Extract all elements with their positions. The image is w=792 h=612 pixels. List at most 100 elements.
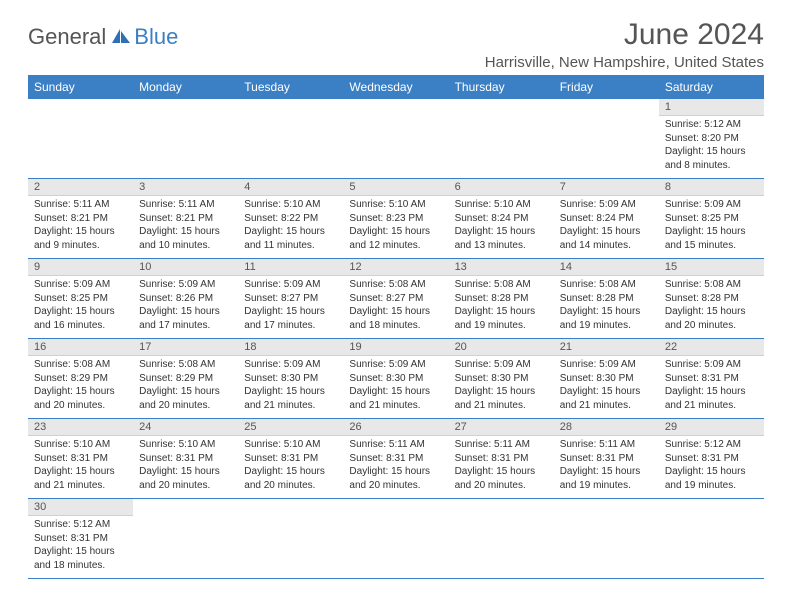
logo-text-blue: Blue [134,24,178,50]
daylight-text: Daylight: 15 hours and 20 minutes. [244,465,337,492]
day-number: 30 [28,499,133,516]
day-body: Sunrise: 5:09 AMSunset: 8:25 PMDaylight:… [659,196,764,258]
daylight-text: Daylight: 15 hours and 21 minutes. [34,465,127,492]
day-number: 20 [449,339,554,356]
sunrise-text: Sunrise: 5:12 AM [665,438,758,452]
day-body: Sunrise: 5:09 AMSunset: 8:27 PMDaylight:… [238,276,343,338]
calendar-cell: 21Sunrise: 5:09 AMSunset: 8:30 PMDayligh… [554,339,659,419]
sunrise-text: Sunrise: 5:10 AM [455,198,548,212]
sunset-text: Sunset: 8:27 PM [349,292,442,306]
daylight-text: Daylight: 15 hours and 20 minutes. [349,465,442,492]
daylight-text: Daylight: 15 hours and 15 minutes. [665,225,758,252]
day-body: Sunrise: 5:08 AMSunset: 8:27 PMDaylight:… [343,276,448,338]
sunset-text: Sunset: 8:29 PM [34,372,127,386]
sunrise-text: Sunrise: 5:11 AM [139,198,232,212]
sunset-text: Sunset: 8:31 PM [455,452,548,466]
calendar-cell: 14Sunrise: 5:08 AMSunset: 8:28 PMDayligh… [554,259,659,339]
calendar-cell: 22Sunrise: 5:09 AMSunset: 8:31 PMDayligh… [659,339,764,419]
sunrise-text: Sunrise: 5:08 AM [34,358,127,372]
day-number: 3 [133,179,238,196]
daylight-text: Daylight: 15 hours and 21 minutes. [244,385,337,412]
sunset-text: Sunset: 8:22 PM [244,212,337,226]
day-number: 6 [449,179,554,196]
day-number: 2 [28,179,133,196]
calendar-cell: 8Sunrise: 5:09 AMSunset: 8:25 PMDaylight… [659,179,764,259]
sunrise-text: Sunrise: 5:09 AM [244,358,337,372]
day-body: Sunrise: 5:08 AMSunset: 8:29 PMDaylight:… [28,356,133,418]
day-body: Sunrise: 5:10 AMSunset: 8:23 PMDaylight:… [343,196,448,258]
day-number: 19 [343,339,448,356]
sunrise-text: Sunrise: 5:09 AM [455,358,548,372]
day-number: 25 [238,419,343,436]
calendar-cell: 2Sunrise: 5:11 AMSunset: 8:21 PMDaylight… [28,179,133,259]
calendar-cell: 20Sunrise: 5:09 AMSunset: 8:30 PMDayligh… [449,339,554,419]
sunrise-text: Sunrise: 5:08 AM [455,278,548,292]
sunset-text: Sunset: 8:30 PM [560,372,653,386]
sunrise-text: Sunrise: 5:12 AM [665,118,758,132]
sunset-text: Sunset: 8:31 PM [349,452,442,466]
sunrise-text: Sunrise: 5:12 AM [34,518,127,532]
sunset-text: Sunset: 8:31 PM [34,452,127,466]
day-body: Sunrise: 5:10 AMSunset: 8:22 PMDaylight:… [238,196,343,258]
sunrise-text: Sunrise: 5:09 AM [139,278,232,292]
calendar-cell: 12Sunrise: 5:08 AMSunset: 8:27 PMDayligh… [343,259,448,339]
daylight-text: Daylight: 15 hours and 17 minutes. [244,305,337,332]
calendar-row: 16Sunrise: 5:08 AMSunset: 8:29 PMDayligh… [28,339,764,419]
calendar-cell: 28Sunrise: 5:11 AMSunset: 8:31 PMDayligh… [554,419,659,499]
location: Harrisville, New Hampshire, United State… [485,54,764,71]
day-body: Sunrise: 5:09 AMSunset: 8:30 PMDaylight:… [343,356,448,418]
day-body: Sunrise: 5:09 AMSunset: 8:30 PMDaylight:… [554,356,659,418]
daylight-text: Daylight: 15 hours and 21 minutes. [349,385,442,412]
sunset-text: Sunset: 8:21 PM [34,212,127,226]
calendar-cell: 24Sunrise: 5:10 AMSunset: 8:31 PMDayligh… [133,419,238,499]
daylight-text: Daylight: 15 hours and 14 minutes. [560,225,653,252]
sunset-text: Sunset: 8:27 PM [244,292,337,306]
logo: General Blue [28,24,178,50]
daylight-text: Daylight: 15 hours and 19 minutes. [560,465,653,492]
sunrise-text: Sunrise: 5:09 AM [560,358,653,372]
day-body: Sunrise: 5:09 AMSunset: 8:30 PMDaylight:… [449,356,554,418]
sunset-text: Sunset: 8:28 PM [455,292,548,306]
day-body: Sunrise: 5:12 AMSunset: 8:20 PMDaylight:… [659,116,764,178]
calendar-cell: 26Sunrise: 5:11 AMSunset: 8:31 PMDayligh… [343,419,448,499]
sunrise-text: Sunrise: 5:08 AM [560,278,653,292]
calendar-cell [343,499,448,579]
day-number: 26 [343,419,448,436]
calendar-cell: 19Sunrise: 5:09 AMSunset: 8:30 PMDayligh… [343,339,448,419]
sunrise-text: Sunrise: 5:11 AM [560,438,653,452]
calendar-cell [133,499,238,579]
day-body: Sunrise: 5:08 AMSunset: 8:28 PMDaylight:… [554,276,659,338]
daylight-text: Daylight: 15 hours and 17 minutes. [139,305,232,332]
calendar-cell: 5Sunrise: 5:10 AMSunset: 8:23 PMDaylight… [343,179,448,259]
sunset-text: Sunset: 8:31 PM [560,452,653,466]
daylight-text: Daylight: 15 hours and 20 minutes. [139,385,232,412]
calendar-cell [449,499,554,579]
daylight-text: Daylight: 15 hours and 12 minutes. [349,225,442,252]
calendar-cell: 6Sunrise: 5:10 AMSunset: 8:24 PMDaylight… [449,179,554,259]
sunrise-text: Sunrise: 5:08 AM [665,278,758,292]
sunrise-text: Sunrise: 5:09 AM [244,278,337,292]
calendar-cell [238,99,343,179]
calendar-cell [449,99,554,179]
calendar-cell: 25Sunrise: 5:10 AMSunset: 8:31 PMDayligh… [238,419,343,499]
sunset-text: Sunset: 8:24 PM [560,212,653,226]
day-number: 8 [659,179,764,196]
calendar-body: 1Sunrise: 5:12 AMSunset: 8:20 PMDaylight… [28,99,764,579]
calendar-row: 9Sunrise: 5:09 AMSunset: 8:25 PMDaylight… [28,259,764,339]
day-number: 14 [554,259,659,276]
day-body: Sunrise: 5:10 AMSunset: 8:31 PMDaylight:… [28,436,133,498]
daylight-text: Daylight: 15 hours and 20 minutes. [455,465,548,492]
day-number: 11 [238,259,343,276]
sunset-text: Sunset: 8:29 PM [139,372,232,386]
daylight-text: Daylight: 15 hours and 9 minutes. [34,225,127,252]
sunset-text: Sunset: 8:30 PM [244,372,337,386]
day-number: 21 [554,339,659,356]
calendar-cell: 17Sunrise: 5:08 AMSunset: 8:29 PMDayligh… [133,339,238,419]
sunset-text: Sunset: 8:25 PM [34,292,127,306]
calendar-cell [343,99,448,179]
day-header: Wednesday [343,75,448,99]
calendar-cell: 10Sunrise: 5:09 AMSunset: 8:26 PMDayligh… [133,259,238,339]
day-body: Sunrise: 5:10 AMSunset: 8:31 PMDaylight:… [133,436,238,498]
month-title: June 2024 [485,18,764,52]
calendar-cell: 30Sunrise: 5:12 AMSunset: 8:31 PMDayligh… [28,499,133,579]
